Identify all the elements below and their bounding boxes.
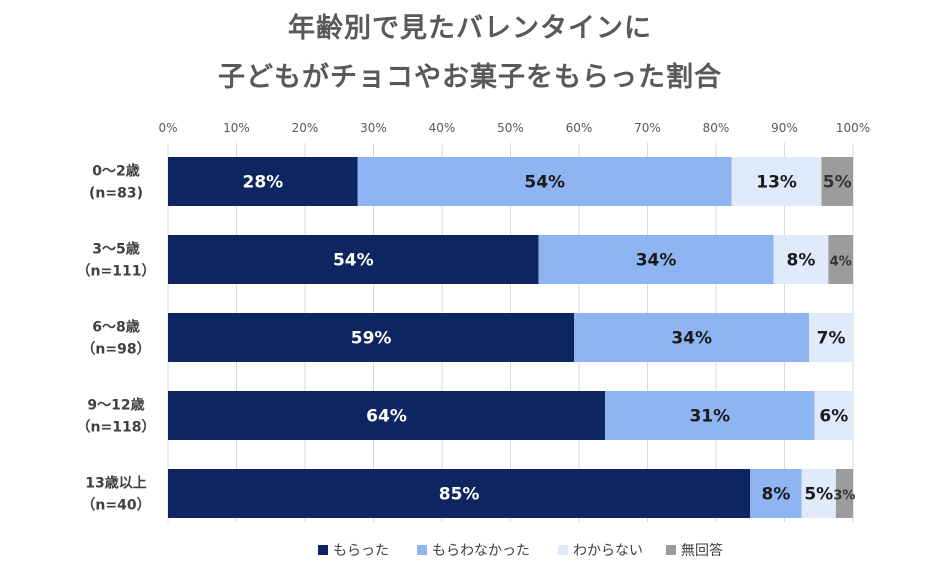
category-sublabel: （n=98） — [81, 342, 150, 358]
data-label: 5% — [823, 173, 852, 193]
bar-segment — [357, 157, 732, 206]
chart-title-line-2: 子どもがチョコやお菓子をもらった割合 — [218, 62, 722, 93]
category-label: 6～8歳 — [92, 319, 139, 336]
x-tick-label: 40% — [429, 121, 456, 135]
category-label: 0～2歳 — [92, 163, 139, 180]
data-label: 4% — [830, 255, 852, 270]
x-tick-label: 70% — [634, 121, 661, 135]
data-label: 8% — [762, 485, 791, 505]
bar-segment — [605, 391, 815, 440]
legend-swatch — [417, 545, 427, 555]
data-label: 7% — [817, 329, 846, 349]
category-label: 3～5歳 — [92, 241, 139, 258]
chart-title-line-1: 年齢別で見たバレンタインに — [288, 13, 652, 44]
bar-segment — [828, 235, 853, 284]
legend-label: もらわなかった — [432, 543, 530, 559]
x-tick-label: 10% — [223, 121, 250, 135]
data-label: 34% — [671, 329, 712, 349]
legend-label: わからない — [573, 543, 643, 559]
bar-segment — [731, 157, 822, 206]
data-label: 54% — [333, 251, 374, 271]
category-sublabel: (n=83) — [89, 186, 143, 202]
x-tick-label: 20% — [292, 121, 319, 135]
legend-swatch — [558, 545, 568, 555]
bar-segment — [814, 391, 853, 440]
category-sublabel: （n=111） — [77, 264, 156, 280]
bar-segment — [574, 313, 810, 362]
data-label: 6% — [819, 407, 848, 427]
x-tick-label: 50% — [497, 121, 524, 135]
bar-segment — [538, 235, 774, 284]
bar-segment — [835, 469, 853, 518]
legend-swatch — [318, 545, 328, 555]
category-sublabel: （n=40） — [81, 498, 150, 514]
data-label: 59% — [351, 329, 392, 349]
bar-segment — [821, 157, 853, 206]
bar-segment — [773, 235, 829, 284]
x-tick-label: 30% — [360, 121, 387, 135]
category-label: 9～12歳 — [87, 397, 144, 414]
data-label: 64% — [366, 407, 407, 427]
x-tick-label: 60% — [566, 121, 593, 135]
data-label: 3% — [833, 489, 855, 504]
x-tick-label: 0% — [158, 121, 177, 135]
bar-segment — [809, 313, 853, 362]
category-label: 13歳以上 — [85, 475, 146, 492]
legend-label: 無回答 — [681, 542, 723, 559]
data-label: 31% — [689, 407, 730, 427]
bar-segment — [168, 313, 575, 362]
bar-segment — [801, 469, 836, 518]
bar-segment — [168, 235, 539, 284]
legend-label: もらった — [333, 543, 389, 559]
bar-segment — [168, 469, 751, 518]
data-label: 85% — [439, 485, 480, 505]
data-label: 8% — [787, 251, 816, 271]
bar-segment — [168, 391, 606, 440]
x-tick-label: 90% — [771, 121, 798, 135]
data-label: 5% — [804, 485, 833, 505]
bar-segment — [750, 469, 802, 518]
data-label: 28% — [243, 173, 284, 193]
data-label: 54% — [524, 173, 565, 193]
data-label: 34% — [636, 251, 677, 271]
bar-segment — [168, 157, 358, 206]
legend-swatch — [666, 545, 676, 555]
category-sublabel: （n=118） — [77, 420, 156, 436]
x-tick-label: 80% — [703, 121, 730, 135]
x-tick-label: 100% — [836, 121, 870, 135]
data-label: 13% — [756, 173, 797, 193]
